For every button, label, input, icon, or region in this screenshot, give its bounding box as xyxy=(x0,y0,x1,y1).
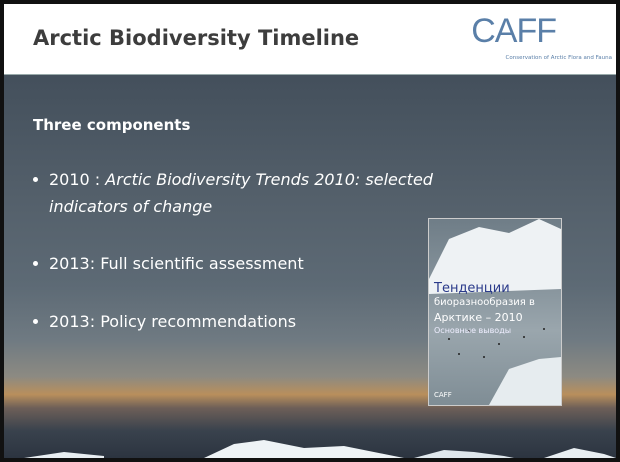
bullet: 2013: Full scientific assessment xyxy=(33,250,304,277)
bullet-dot xyxy=(33,177,38,182)
bullet: 2010 : Arctic Biodiversity Trends 2010: … xyxy=(33,166,503,220)
logo: CAFF Conservation of Arctic Flora and Fa… xyxy=(471,12,612,67)
section-heading: Three components xyxy=(33,116,191,134)
bullet: 2013: Policy recommendations xyxy=(33,308,296,335)
cover-title: биоразнообразия в xyxy=(434,297,535,308)
cover-title: Арктике – 2010 xyxy=(434,311,523,324)
bullet-text: 2010 : Arctic Biodiversity Trends 2010: … xyxy=(49,166,503,220)
slide-title: Arctic Biodiversity Timeline xyxy=(33,26,360,50)
publication-title: Arctic Biodiversity Trends 2010: selecte… xyxy=(49,170,433,216)
cover-title: Тенденции xyxy=(434,281,510,296)
bullet-dot xyxy=(33,261,38,266)
logo-text: CAFF xyxy=(471,12,557,50)
book-cover: Тенденции биоразнообразия в Арктике – 20… xyxy=(428,218,562,406)
icebergs xyxy=(24,440,616,458)
header: Arctic Biodiversity Timeline CAFF Conser… xyxy=(4,4,616,75)
bullet-text: 2013: Policy recommendations xyxy=(49,312,297,331)
bullet-text: 2013: Full scientific assessment xyxy=(49,254,304,273)
cover-logo: CAFF xyxy=(434,391,452,399)
logo-subtitle: Conservation of Arctic Flora and Fauna xyxy=(505,55,612,61)
cover-art xyxy=(429,219,561,405)
year: 2010 : xyxy=(49,170,101,189)
cover-subtitle: Основные выводы xyxy=(434,326,512,335)
bullet-dot xyxy=(33,319,38,324)
